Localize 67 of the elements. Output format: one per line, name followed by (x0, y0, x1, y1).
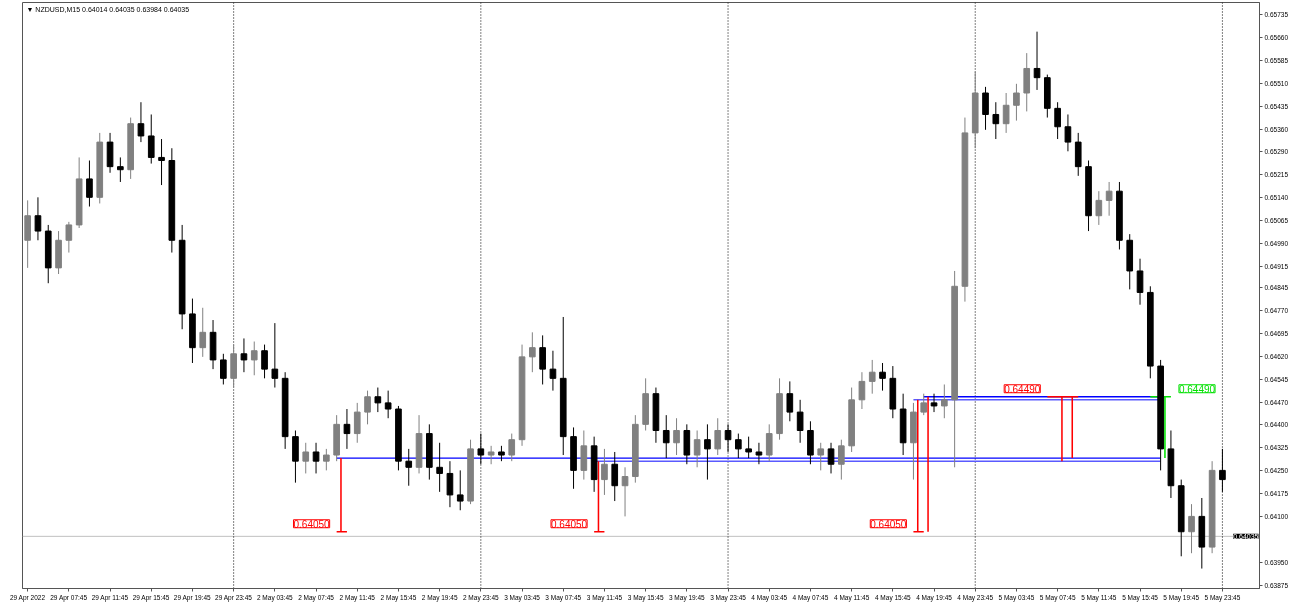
candlestick (405, 448, 413, 487)
candlestick (1064, 113, 1072, 152)
candlestick (34, 196, 42, 241)
candlestick (384, 390, 392, 419)
candlestick (1095, 190, 1103, 226)
candlestick (611, 451, 619, 502)
candlestick (601, 448, 608, 496)
candlestick (662, 414, 670, 459)
candlestick (271, 322, 279, 389)
candlestick (827, 442, 835, 474)
candlestick (446, 460, 454, 508)
candlestick (982, 86, 989, 131)
candlestick (353, 402, 361, 444)
candlestick (250, 341, 258, 376)
series-label: 0.64490 (1178, 383, 1216, 395)
candlestick (786, 380, 794, 422)
candlestick (930, 393, 938, 413)
candlestick (65, 221, 73, 254)
text: 0.64050 (293, 518, 330, 530)
candlestick (158, 138, 165, 186)
candlestick (302, 442, 310, 474)
candlestick (621, 466, 629, 517)
candlestick (796, 399, 804, 444)
candlestick (117, 156, 124, 183)
candlestick (323, 448, 330, 471)
candlestick (240, 337, 248, 373)
candlestick (343, 408, 351, 450)
candlestick (817, 442, 825, 471)
candlestick (1188, 503, 1195, 554)
candlestick (735, 433, 742, 459)
candlestick (920, 393, 928, 416)
candlestick (1136, 258, 1144, 306)
candlestick (755, 442, 763, 465)
candlestick (374, 387, 382, 413)
candlestick (1054, 101, 1061, 140)
text: 0.64050 (550, 518, 588, 530)
candlestick (508, 433, 516, 462)
candlestick (1013, 83, 1020, 122)
candlestick (673, 417, 680, 456)
candlestick (879, 362, 886, 392)
candlestick (137, 101, 145, 143)
candlestick (765, 423, 773, 462)
candlestick (745, 436, 752, 459)
candlestick (941, 383, 948, 419)
candlestick (549, 350, 557, 392)
candlestick (364, 390, 371, 425)
candlestick (868, 359, 876, 395)
candlestick (261, 344, 268, 379)
candlestick (436, 442, 443, 493)
candlestick (1105, 181, 1113, 217)
candlestick (220, 353, 227, 385)
candlestick (86, 160, 93, 208)
candlestick (704, 423, 711, 481)
candlestick (539, 334, 546, 385)
candlestick (992, 101, 1000, 140)
candlestick (858, 371, 866, 410)
candlestick (147, 113, 155, 165)
candlestick (693, 429, 701, 468)
candlestick (487, 445, 495, 465)
candlestick (1033, 31, 1041, 91)
candlestick (199, 307, 207, 358)
candlestick (312, 442, 320, 474)
candlestick (456, 469, 464, 511)
candlestick (1002, 92, 1010, 134)
candlestick (838, 439, 845, 481)
candlestick (714, 417, 722, 456)
candlestick (529, 331, 536, 373)
